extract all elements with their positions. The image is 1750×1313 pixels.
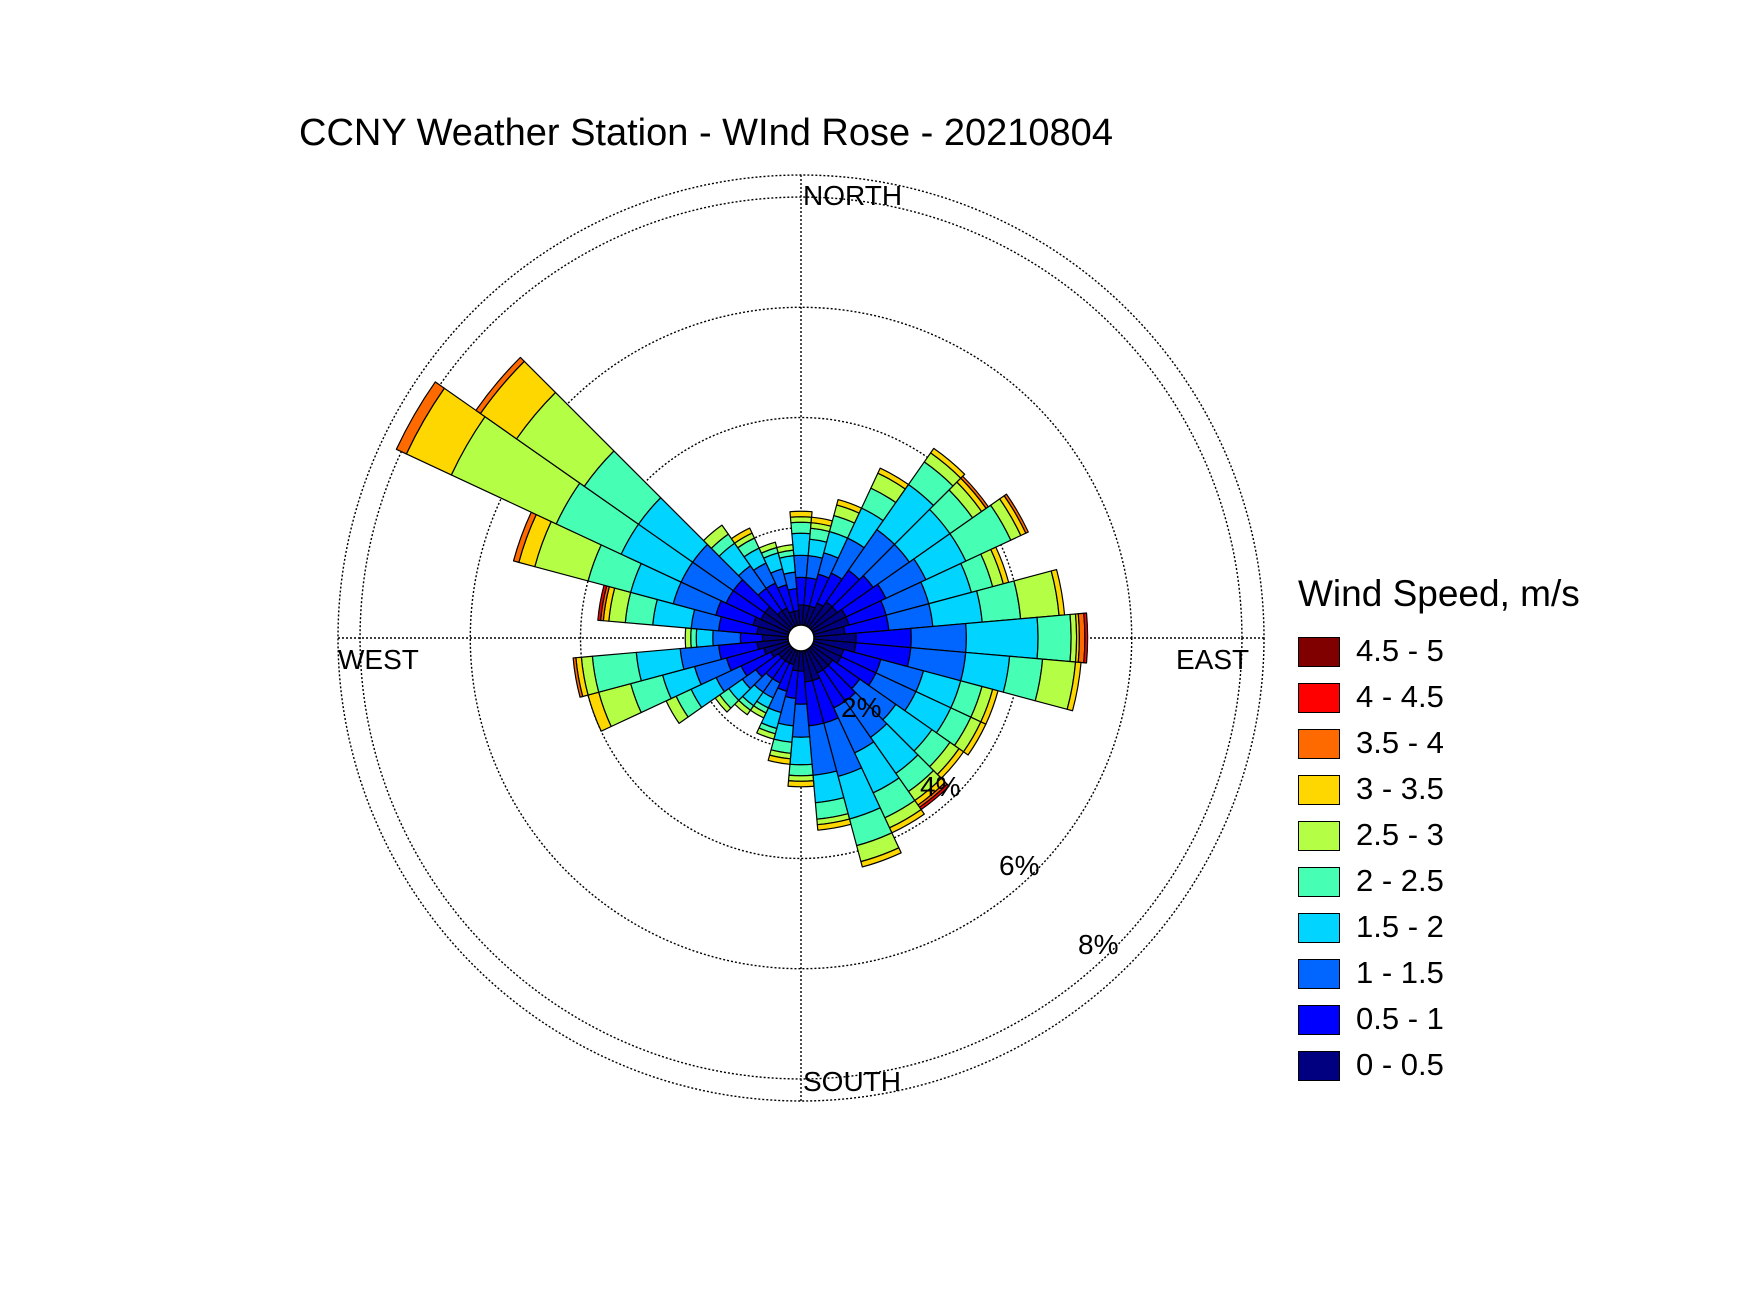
radial-label-2pct: 2% (841, 692, 882, 723)
legend-swatch (1298, 729, 1340, 759)
sector-60-speed-bin-7 (1003, 493, 1029, 534)
legend-label: 1.5 - 2 (1356, 909, 1444, 944)
sector-330-speed-bin-6 (730, 527, 753, 544)
legend-label: 4.5 - 5 (1356, 633, 1444, 668)
direction-label-north: NORTH (803, 180, 903, 211)
legend-swatch (1298, 821, 1340, 851)
sector-80-speed-bin-5 (1013, 570, 1060, 620)
sector-180-speed-bin-6 (787, 780, 815, 788)
legend-label: 2 - 2.5 (1356, 863, 1444, 898)
sector-160-speed-bin-6 (860, 847, 902, 868)
radial-label-8pct: 8% (1078, 929, 1119, 960)
radial-label-6pct: 6% (999, 850, 1040, 881)
legend-swatch (1298, 959, 1340, 989)
legend-swatch (1298, 637, 1340, 667)
sector-350-speed-bin-5 (776, 544, 794, 554)
direction-label-south: SOUTH (803, 1066, 901, 1097)
legend-swatch (1298, 1005, 1340, 1035)
sector-270-speed-bin-5 (684, 627, 692, 649)
wind-sectors (395, 356, 1089, 868)
legend-swatch (1298, 867, 1340, 897)
sector-0-speed-bin-4 (790, 521, 812, 535)
sector-180-speed-bin-4 (788, 763, 814, 777)
legend-title: Wind Speed, m/s (1298, 573, 1580, 614)
sector-0-speed-bin-6 (789, 510, 813, 518)
legend-swatch (1298, 775, 1340, 805)
legend-swatch (1298, 683, 1340, 713)
legend-label: 1 - 1.5 (1356, 955, 1444, 990)
legend-label: 0.5 - 1 (1356, 1001, 1444, 1036)
sector-170-speed-bin-6 (816, 818, 852, 831)
legend-label: 3 - 3.5 (1356, 771, 1444, 806)
sector-90-speed-bin-4 (1036, 613, 1072, 663)
legend-label: 4 - 4.5 (1356, 679, 1444, 714)
sector-190-speed-bin-6 (767, 754, 792, 765)
sector-120-speed-bin-6 (962, 721, 987, 756)
legend-label: 0 - 0.5 (1356, 1047, 1444, 1082)
sector-270-speed-bin-4 (690, 627, 698, 649)
legend-label: 3.5 - 4 (1356, 725, 1444, 760)
legend-swatch (1298, 913, 1340, 943)
sector-90-speed-bin-8 (1083, 612, 1089, 664)
chart-title: CCNY Weather Station - WInd Rose - 20210… (299, 112, 1113, 154)
sector-40-speed-bin-6 (930, 447, 966, 479)
grid-ring-8pct (359, 196, 1243, 1080)
sector-180-speed-bin-3 (789, 736, 813, 766)
sector-180-speed-bin-5 (787, 774, 815, 782)
radial-label-4pct: 4% (920, 771, 961, 802)
sector-320-speed-bin-5 (702, 524, 729, 549)
sector-200-speed-bin-5 (756, 727, 776, 740)
sector-90-speed-bin-3 (965, 616, 1039, 660)
legend-swatch (1298, 1051, 1340, 1081)
sector-300-speed-bin-7 (395, 381, 445, 455)
sector-270-speed-bin-3 (695, 628, 714, 648)
sector-0-speed-bin-3 (791, 532, 811, 557)
sector-100-speed-bin-6 (1066, 661, 1082, 712)
sector-340-speed-bin-5 (758, 541, 778, 554)
direction-label-west: WEST (338, 644, 419, 675)
direction-label-east: EAST (1176, 644, 1250, 675)
legend-label: 2.5 - 3 (1356, 817, 1444, 852)
sector-0-speed-bin-5 (789, 516, 813, 524)
sector-310-speed-bin-7 (475, 356, 525, 415)
sector-260-speed-bin-7 (572, 657, 584, 698)
center-hole (787, 624, 815, 652)
